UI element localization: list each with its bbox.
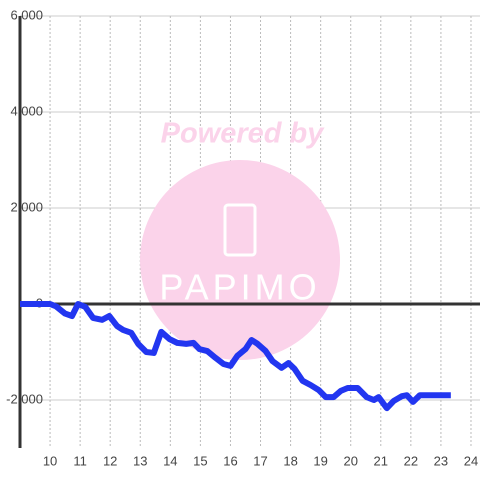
x-tick-label: 18 xyxy=(283,453,297,468)
x-tick-label: 21 xyxy=(374,453,388,468)
x-tick-label: 24 xyxy=(464,453,478,468)
watermark-logo: PAPIMO xyxy=(159,267,320,308)
x-tick-label: 11 xyxy=(73,453,87,468)
watermark-text: Powered by xyxy=(161,118,326,150)
y-tick-label: 4,000 xyxy=(10,103,43,118)
y-tick-label: 2,000 xyxy=(10,199,43,214)
watermark: Powered by PAPIMO xyxy=(140,118,340,360)
x-tick-label: 17 xyxy=(253,453,267,468)
x-tick-label: 14 xyxy=(163,453,177,468)
x-tick-label: 19 xyxy=(313,453,327,468)
watermark-icon xyxy=(223,203,257,257)
watermark-circle xyxy=(140,160,340,360)
x-tick-label: 22 xyxy=(404,453,418,468)
data-line xyxy=(20,301,451,412)
y-tick-label: 6,000 xyxy=(10,7,43,22)
x-tick-label: 10 xyxy=(43,453,57,468)
y-tick-label: -2,000 xyxy=(6,391,43,406)
x-tick-label: 16 xyxy=(223,453,237,468)
x-tick-label: 20 xyxy=(343,453,357,468)
plot: -2,00002,0004,0006,000101112131415161718… xyxy=(6,7,480,468)
x-tick-label: 15 xyxy=(193,453,207,468)
x-tick-label: 12 xyxy=(103,453,117,468)
x-tick-label: 13 xyxy=(133,453,147,468)
x-tick-label: 23 xyxy=(434,453,448,468)
